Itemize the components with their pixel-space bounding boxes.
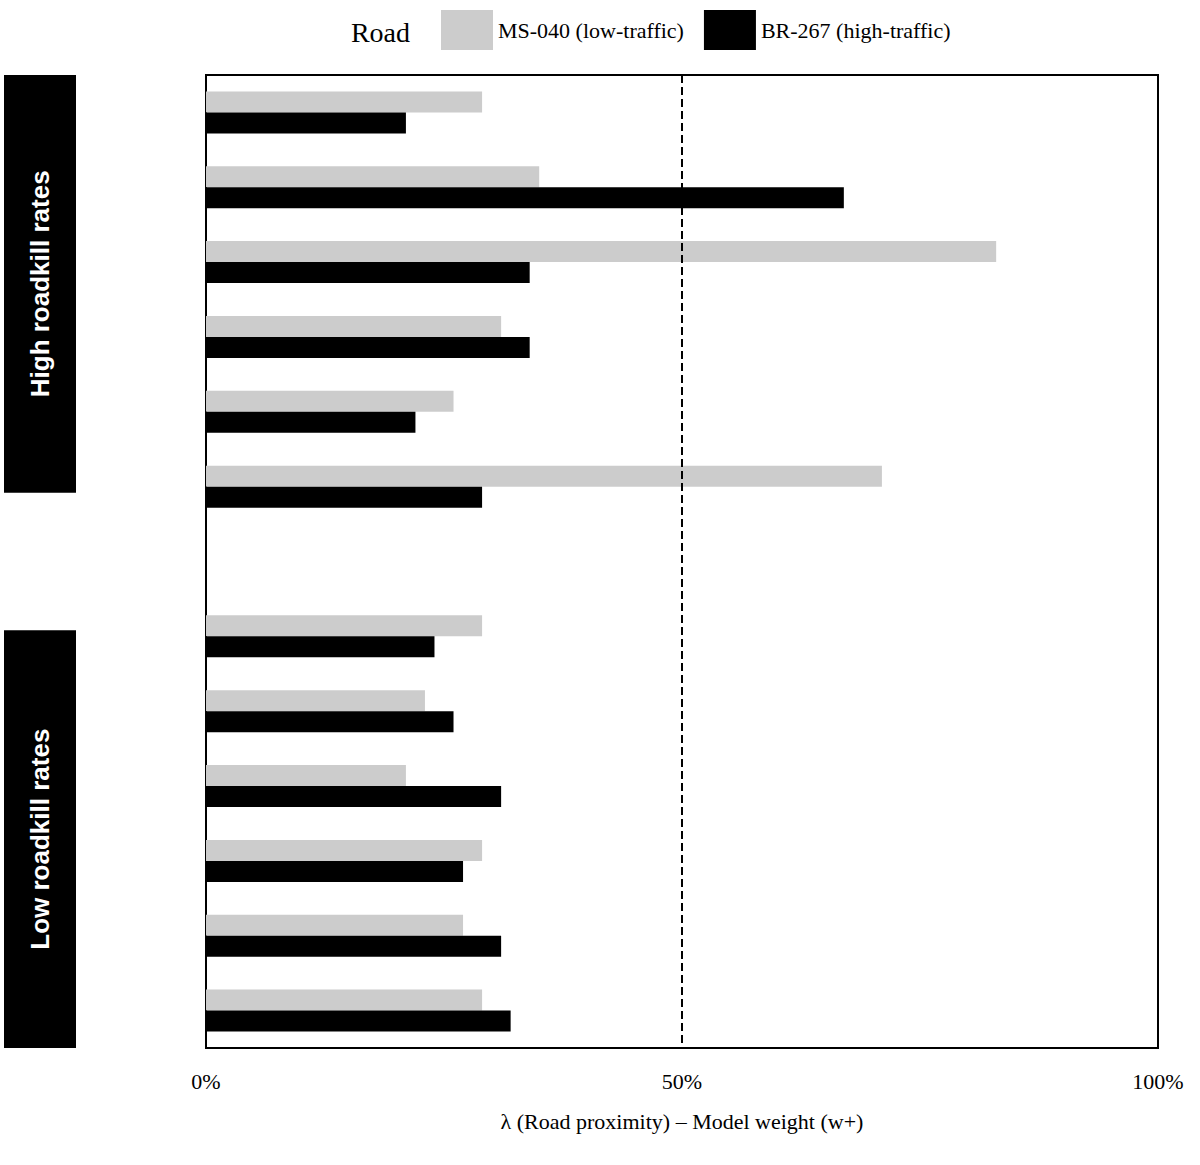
svg-text:MS-040 (low-traffic): MS-040 (low-traffic) [498,18,684,43]
svg-text:100%: 100% [1132,1069,1183,1094]
svg-text:0%: 0% [191,1069,220,1094]
svg-text:BR-267 (high-traffic): BR-267 (high-traffic) [761,18,951,43]
svg-text:50%: 50% [662,1069,702,1094]
svg-text:λ (Road proximity) – Model wei: λ (Road proximity) – Model weight (w+) [501,1109,864,1134]
svg-text:Road: Road [351,17,410,48]
svg-text:High roadkill rates: High roadkill rates [25,170,55,397]
svg-text:Low roadkill rates: Low roadkill rates [25,729,55,950]
